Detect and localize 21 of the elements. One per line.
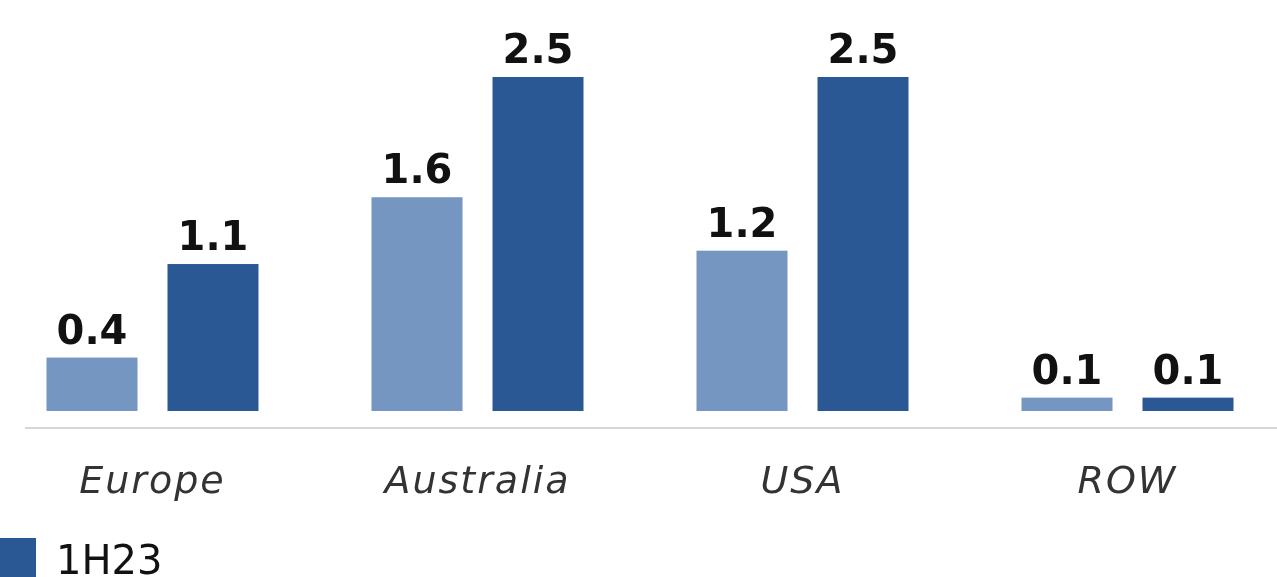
data-label: 2.5: [502, 26, 574, 72]
bar: [1142, 397, 1234, 411]
data-label: 0.1: [1031, 346, 1103, 393]
bar: [167, 264, 259, 411]
bar: [371, 197, 463, 411]
data-label: 1.6: [381, 146, 453, 193]
legend-label: 1H23: [56, 537, 163, 577]
x-tick-label: ROW: [1077, 458, 1178, 502]
data-label: 1.2: [706, 199, 778, 246]
data-label: 0.1: [1152, 346, 1224, 393]
bar: [696, 250, 788, 411]
data-label: 1.1: [177, 213, 249, 260]
bar: [46, 357, 138, 411]
bar: [492, 77, 584, 411]
x-tick-label: Australia: [381, 458, 571, 502]
x-tick-label: Europe: [79, 458, 226, 502]
bar: [1021, 397, 1113, 411]
x-tick-label: USA: [760, 458, 845, 502]
data-label: 0.4: [56, 306, 128, 353]
bar: [817, 77, 909, 411]
data-label: 2.5: [827, 26, 899, 72]
